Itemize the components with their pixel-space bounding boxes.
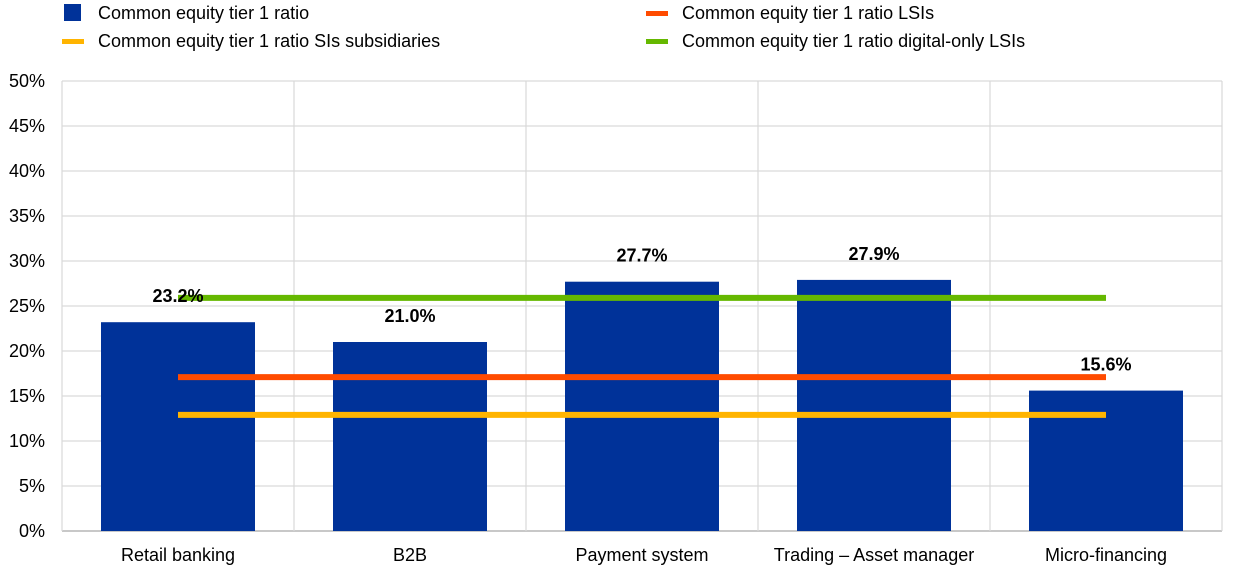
legend-swatch bbox=[64, 4, 81, 21]
legend-label: Common equity tier 1 ratio LSIs bbox=[682, 3, 934, 23]
x-category-label: Trading – Asset manager bbox=[774, 545, 974, 565]
y-tick-label: 40% bbox=[9, 161, 45, 181]
x-category-label: Payment system bbox=[575, 545, 708, 565]
y-tick-label: 35% bbox=[9, 206, 45, 226]
lines bbox=[178, 294, 1106, 418]
bar bbox=[797, 279, 951, 531]
legend: Common equity tier 1 ratio Common equity … bbox=[62, 3, 1025, 51]
bar bbox=[101, 322, 255, 531]
legend-swatch bbox=[646, 39, 668, 44]
x-axis: Retail banking B2B Payment system Trading –… bbox=[121, 545, 1167, 565]
x-category-label: Retail banking bbox=[121, 545, 235, 565]
data-label: 15.6% bbox=[1080, 355, 1131, 375]
x-category-label: B2B bbox=[393, 545, 427, 565]
x-category-label: Micro-financing bbox=[1045, 545, 1167, 565]
data-label: 23.2% bbox=[152, 286, 203, 306]
y-axis: 0% 5% 10% 15% 20% 25% 30% 35% 40% 45% 50% bbox=[9, 71, 45, 541]
y-tick-label: 10% bbox=[9, 431, 45, 451]
data-labels: 23.2% 21.0% 27.7% 27.9% 15.6% bbox=[152, 244, 1131, 375]
legend-label: Common equity tier 1 ratio digital-only … bbox=[682, 31, 1025, 51]
y-tick-label: 5% bbox=[19, 476, 45, 496]
y-tick-label: 0% bbox=[19, 521, 45, 541]
y-tick-label: 20% bbox=[9, 341, 45, 361]
legend-label: Common equity tier 1 ratio SIs subsidiar… bbox=[98, 31, 440, 51]
data-label: 21.0% bbox=[384, 306, 435, 326]
legend-label: Common equity tier 1 ratio bbox=[98, 3, 309, 23]
y-tick-label: 45% bbox=[9, 116, 45, 136]
data-label: 27.7% bbox=[616, 246, 667, 266]
y-tick-label: 25% bbox=[9, 296, 45, 316]
legend-swatch bbox=[646, 11, 668, 16]
bar bbox=[333, 342, 487, 531]
bar bbox=[565, 281, 719, 531]
legend-swatch bbox=[62, 39, 84, 44]
y-tick-label: 15% bbox=[9, 386, 45, 406]
y-tick-label: 30% bbox=[9, 251, 45, 271]
y-tick-label: 50% bbox=[9, 71, 45, 91]
data-label: 27.9% bbox=[848, 244, 899, 264]
bars bbox=[101, 279, 1183, 531]
bar bbox=[1029, 390, 1183, 531]
